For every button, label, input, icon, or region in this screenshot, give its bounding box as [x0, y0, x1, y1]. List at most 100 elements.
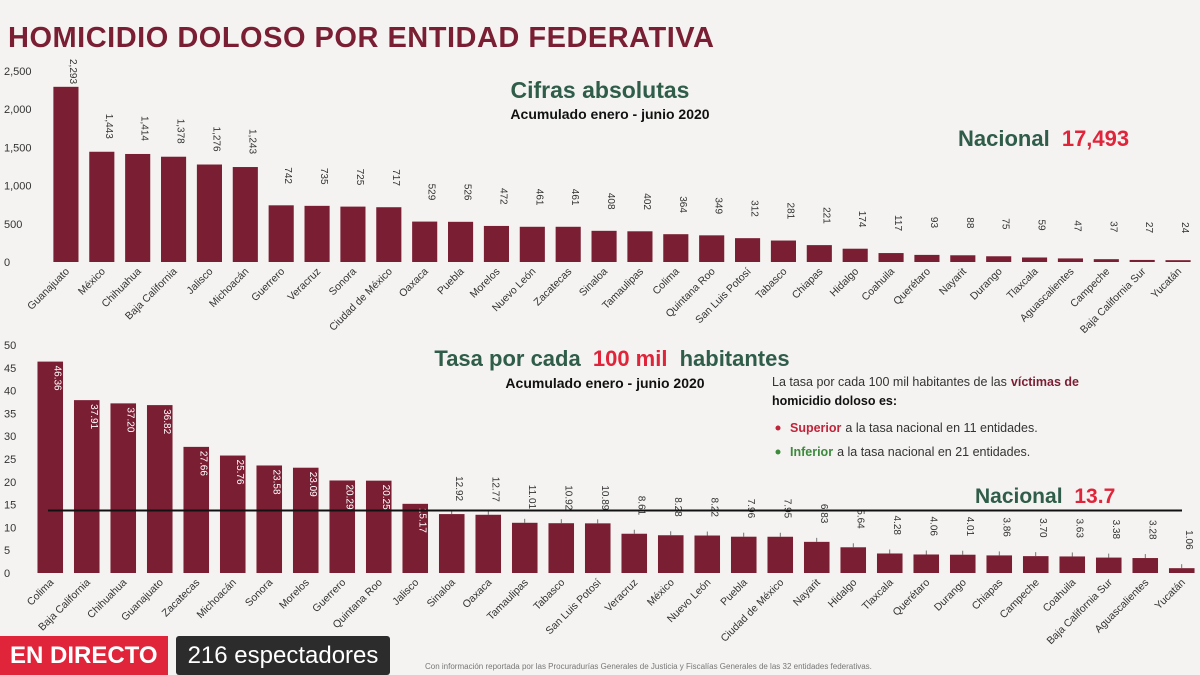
data-label: 24 — [1179, 222, 1190, 234]
bar — [950, 255, 976, 262]
category-label: Oaxaca — [460, 577, 494, 611]
category-label: Sinaloa — [577, 266, 610, 299]
bar — [110, 403, 137, 573]
bar — [876, 553, 903, 573]
viewer-count: 216 espectadores — [175, 636, 391, 675]
y-tick-label: 10 — [4, 522, 16, 534]
category-label: Ciudad de México — [718, 577, 786, 645]
y-tick-label: 45 — [4, 363, 16, 375]
data-label: 59 — [1036, 219, 1047, 231]
bar — [292, 467, 319, 573]
bar — [1165, 260, 1191, 262]
bar — [438, 514, 465, 573]
data-label: 12.92 — [453, 476, 464, 501]
data-label: 3.38 — [1110, 520, 1121, 540]
data-label: 3.63 — [1073, 518, 1084, 538]
data-label: 174 — [856, 211, 867, 228]
bar — [196, 164, 222, 262]
bar — [412, 221, 438, 262]
category-label: Jalisco — [390, 577, 421, 608]
category-label: Colima — [25, 577, 57, 609]
footnote: Con información reportada por las Procur… — [425, 662, 872, 671]
bar — [730, 536, 757, 573]
note-bullet1-bold: Superior — [790, 421, 842, 435]
bar — [621, 533, 648, 573]
category-label: Chiapas — [970, 577, 1006, 613]
bar — [365, 480, 392, 573]
chart1-national-label: Nacional — [958, 126, 1050, 151]
bar — [914, 254, 940, 262]
note-bullet2-dot — [775, 449, 781, 455]
category-label: Yucatán — [1153, 577, 1188, 612]
chart2-title: Tasa por cada 100 mil habitantes — [434, 346, 789, 371]
y-tick-label: 1,500 — [4, 142, 32, 154]
y-tick-label: 500 — [4, 219, 22, 231]
data-label: 1,276 — [210, 127, 221, 152]
category-label: Campeche — [997, 577, 1042, 622]
bar — [591, 230, 617, 262]
bar — [1095, 557, 1122, 573]
data-label: 11.01 — [526, 485, 537, 510]
note-line1: La tasa por cada 100 mil habitantes de l… — [772, 375, 1079, 389]
data-label: 221 — [820, 207, 831, 224]
bar — [657, 535, 684, 573]
category-label: Baja California Sur — [1044, 576, 1115, 647]
data-label: 47 — [1071, 220, 1082, 232]
bar — [1022, 257, 1048, 262]
data-label: 472 — [497, 188, 508, 205]
data-label: 8.28 — [672, 497, 683, 517]
category-label: Durango — [932, 577, 969, 614]
bar — [483, 225, 509, 262]
bar — [402, 503, 429, 573]
category-label: Hidalgo — [828, 266, 862, 300]
chart2-title-highlight: 100 mil — [593, 346, 668, 371]
bar — [584, 523, 611, 573]
data-label: 8.61 — [635, 496, 646, 516]
bar — [1093, 259, 1119, 262]
note-line1-pre: La tasa por cada 100 mil habitantes de l… — [772, 375, 1007, 389]
data-label: 4.01 — [964, 517, 975, 537]
y-tick-label: 30 — [4, 431, 16, 443]
note-bullet1-rest: a la tasa nacional en 11 entidades. — [845, 421, 1037, 435]
category-label: Hidalgo — [826, 577, 860, 611]
data-label: 36.82 — [161, 409, 172, 434]
category-label: Coahuila — [1041, 577, 1079, 615]
chart2-national: Nacional 13.7 — [975, 485, 1115, 508]
bar — [1022, 556, 1049, 573]
chart1-subtitle: Acumulado enero - junio 2020 — [510, 106, 709, 122]
bar — [376, 207, 402, 262]
bar — [340, 206, 366, 262]
bar — [694, 535, 721, 573]
chart1-title: Cifras absolutas — [511, 77, 690, 103]
bar — [232, 167, 258, 262]
note-bullet1: Superior a la tasa nacional en 11 entidad… — [790, 421, 1038, 435]
bar — [89, 151, 115, 262]
data-label: 529 — [426, 184, 437, 201]
chart2-title-post: habitantes — [680, 346, 790, 371]
data-label: 349 — [713, 197, 724, 214]
chart1-national: Nacional 17,493 — [958, 126, 1129, 151]
category-label: Sonora — [327, 266, 360, 299]
y-tick-label: 40 — [4, 386, 16, 398]
data-label: 735 — [318, 168, 329, 185]
bar — [913, 554, 940, 573]
bar — [767, 536, 794, 573]
category-label: Nayarit — [937, 266, 969, 298]
bar — [663, 234, 689, 262]
category-label: Oaxaca — [397, 266, 431, 300]
chart2-title-pre: Tasa por cada — [434, 346, 581, 371]
note-bullet2-rest: a la tasa nacional en 21 entidades. — [837, 445, 1030, 459]
y-tick-label: 2,500 — [4, 66, 32, 78]
data-label: 1,443 — [103, 114, 114, 139]
bar — [268, 205, 294, 262]
data-label: 27.66 — [197, 451, 208, 476]
bar — [475, 514, 502, 573]
y-tick-label: 20 — [4, 477, 16, 489]
data-label: 402 — [641, 193, 652, 210]
y-tick-label: 35 — [4, 408, 16, 420]
chart2-y-axis: 0 5 10 15 20 25 30 35 40 45 50 — [4, 340, 16, 580]
category-label: Michoacán — [194, 577, 239, 622]
data-label: 364 — [677, 196, 688, 213]
bar — [256, 465, 283, 573]
